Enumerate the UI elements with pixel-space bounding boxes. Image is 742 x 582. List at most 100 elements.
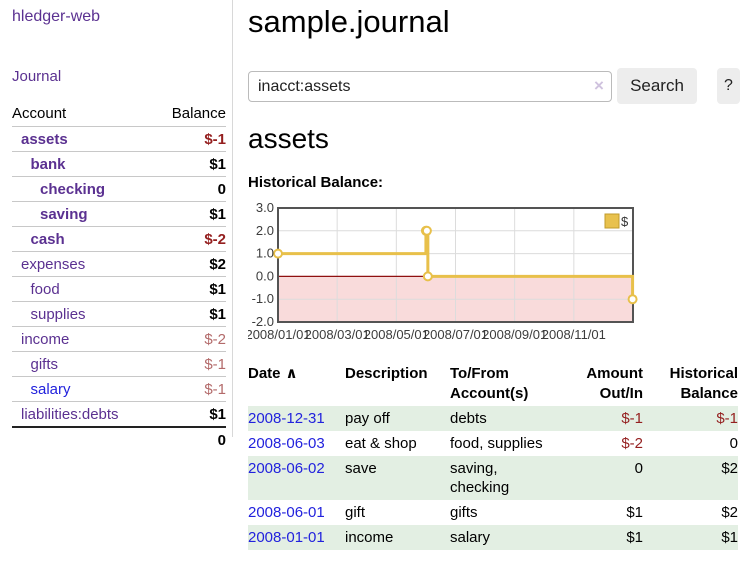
register-header-date[interactable]: Date ∧ <box>248 365 298 382</box>
transaction-amount: $-1 <box>621 410 643 427</box>
transaction-accounts: salary <box>450 529 491 546</box>
account-link-liabilities-debts[interactable]: liabilities:debts <box>21 405 119 423</box>
account-row: gifts $-1 <box>12 351 226 377</box>
transaction-date-link[interactable]: 2008-12-31 <box>248 410 325 427</box>
transaction-balance: $-1 <box>716 410 738 427</box>
account-row: income $-2 <box>12 326 226 352</box>
transaction-row: 2008-06-01 gift gifts $1 $2 <box>248 500 738 525</box>
account-row: supplies $1 <box>12 301 226 327</box>
account-balance: $1 <box>209 155 226 173</box>
account-link-supplies[interactable]: supplies <box>30 305 86 323</box>
register-table: Date ∧ Description To/From Account(s) Amo… <box>248 362 738 550</box>
account-link-expenses[interactable]: expenses <box>21 255 86 273</box>
y-axis-tick-label: -1.0 <box>252 291 274 306</box>
transaction-date-link[interactable]: 2008-01-01 <box>248 529 325 546</box>
accounts-total-spacer <box>12 427 154 452</box>
account-row: expenses $2 <box>12 251 226 277</box>
transaction-description: save <box>345 460 377 477</box>
legend-label: $ <box>621 214 629 229</box>
account-balance: $2 <box>209 255 226 273</box>
transaction-description: pay off <box>345 410 390 427</box>
register-header-amount: Amount Out/In <box>586 365 643 402</box>
account-balance: $-1 <box>204 130 226 148</box>
transaction-accounts: saving, checking <box>450 460 510 496</box>
transaction-amount: $1 <box>626 529 643 546</box>
account-row: salary $-1 <box>12 376 226 402</box>
transaction-balance: 0 <box>729 435 738 452</box>
account-balance: $1 <box>209 305 226 323</box>
account-balance: $-2 <box>204 230 226 248</box>
search-input[interactable] <box>248 71 612 102</box>
account-link-cash[interactable]: cash <box>30 230 65 248</box>
main-content: sample.journal × Search ? assets Histori… <box>245 0 742 582</box>
account-row: food $1 <box>12 276 226 302</box>
transaction-date-link[interactable]: 2008-06-01 <box>248 504 325 521</box>
account-row: checking 0 <box>12 176 226 202</box>
clear-search-icon[interactable]: × <box>594 76 604 95</box>
accounts-total-value: 0 <box>217 431 226 449</box>
account-link-salary[interactable]: salary <box>30 380 71 398</box>
transaction-amount: $-2 <box>621 435 643 452</box>
transaction-balance: $2 <box>721 504 738 521</box>
transaction-row: 2008-12-31 pay off debts $-1 $-1 <box>248 406 738 431</box>
account-row: assets $-1 <box>12 126 226 152</box>
data-point-marker <box>421 225 432 236</box>
x-axis-tick-label: 2008/07/01 <box>423 327 488 342</box>
sidebar-item-journal[interactable]: Journal <box>12 68 62 85</box>
account-balance: $1 <box>209 405 226 423</box>
account-row: bank $1 <box>12 151 226 177</box>
account-balance: 0 <box>217 180 226 198</box>
plot-border <box>277 207 634 323</box>
account-balance: $1 <box>209 205 226 223</box>
account-balance: $1 <box>209 280 226 298</box>
accounts-total-row: 0 <box>12 427 226 452</box>
account-heading: assets <box>248 123 329 154</box>
transaction-description: gift <box>345 504 366 521</box>
y-axis-tick-label: 3.0 <box>256 200 274 215</box>
accounts-header-account: Account <box>12 104 67 122</box>
transaction-amount: 0 <box>634 460 643 477</box>
register-header-row: Date ∧ Description To/From Account(s) Amo… <box>248 362 738 406</box>
search-button[interactable]: Search <box>617 68 697 104</box>
accounts-body: assets $-1 bank $1 checking 0 saving $1 cash $-2 e… <box>12 126 226 428</box>
help-button[interactable]: ? <box>717 68 740 104</box>
sort-asc-icon: ∧ <box>285 365 298 382</box>
register-body: 2008-12-31 pay off debts $-1 $-1 2008-06-03 ea… <box>248 406 738 550</box>
accounts-table: Account Balance assets $-1 bank $1 checking 0… <box>12 100 226 452</box>
x-axis-tick-label: 2008/03/01 <box>305 327 370 342</box>
transaction-date-link[interactable]: 2008-06-02 <box>248 460 325 477</box>
transaction-amount: $1 <box>626 504 643 521</box>
transaction-row: 2008-06-03 eat & shop food, supplies $-2 0 <box>248 431 738 456</box>
data-point-marker <box>422 271 433 282</box>
y-axis-tick-label: -2.0 <box>252 314 274 329</box>
app-brand-link[interactable]: hledger-web <box>12 8 101 25</box>
transaction-accounts: debts <box>450 410 487 427</box>
account-link-gifts[interactable]: gifts <box>30 355 59 373</box>
account-link-checking[interactable]: checking <box>40 180 106 198</box>
transaction-accounts: gifts <box>450 504 478 521</box>
account-link-food[interactable]: food <box>30 280 60 298</box>
register-header-balance: Historical Balance <box>669 365 738 402</box>
legend-swatch <box>604 213 620 229</box>
account-balance: $-1 <box>204 355 226 373</box>
account-link-income[interactable]: income <box>21 330 70 348</box>
account-link-bank[interactable]: bank <box>30 155 66 173</box>
account-link-saving[interactable]: saving <box>40 205 88 223</box>
transaction-description: eat & shop <box>345 435 417 452</box>
data-point-marker <box>627 294 638 305</box>
data-point-marker <box>273 248 283 259</box>
account-balance: $-2 <box>204 330 226 348</box>
y-axis-tick-label: 2.0 <box>256 223 274 238</box>
account-row: saving $1 <box>12 201 226 227</box>
transaction-date-link[interactable]: 2008-06-03 <box>248 435 325 452</box>
chart-canvas: $3.0 2.0 1.0 0.0 -1.0 -2.02008/01/012008/03/0… <box>245 200 638 342</box>
x-axis-tick-label: 2008/09/01 <box>482 327 547 342</box>
account-balance: $-1 <box>204 380 226 398</box>
chart-title: Historical Balance: <box>248 174 384 191</box>
transaction-row: 2008-01-01 income salary $1 $1 <box>248 525 738 550</box>
account-link-assets[interactable]: assets <box>21 130 68 148</box>
register-header-description: Description <box>345 365 428 382</box>
y-axis-tick-label: 1.0 <box>256 246 274 261</box>
register-header-accounts: To/From Account(s) <box>450 365 529 402</box>
historical-balance-chart: $3.0 2.0 1.0 0.0 -1.0 -2.0 2008/01/01 2008/03/0… <box>245 200 742 350</box>
